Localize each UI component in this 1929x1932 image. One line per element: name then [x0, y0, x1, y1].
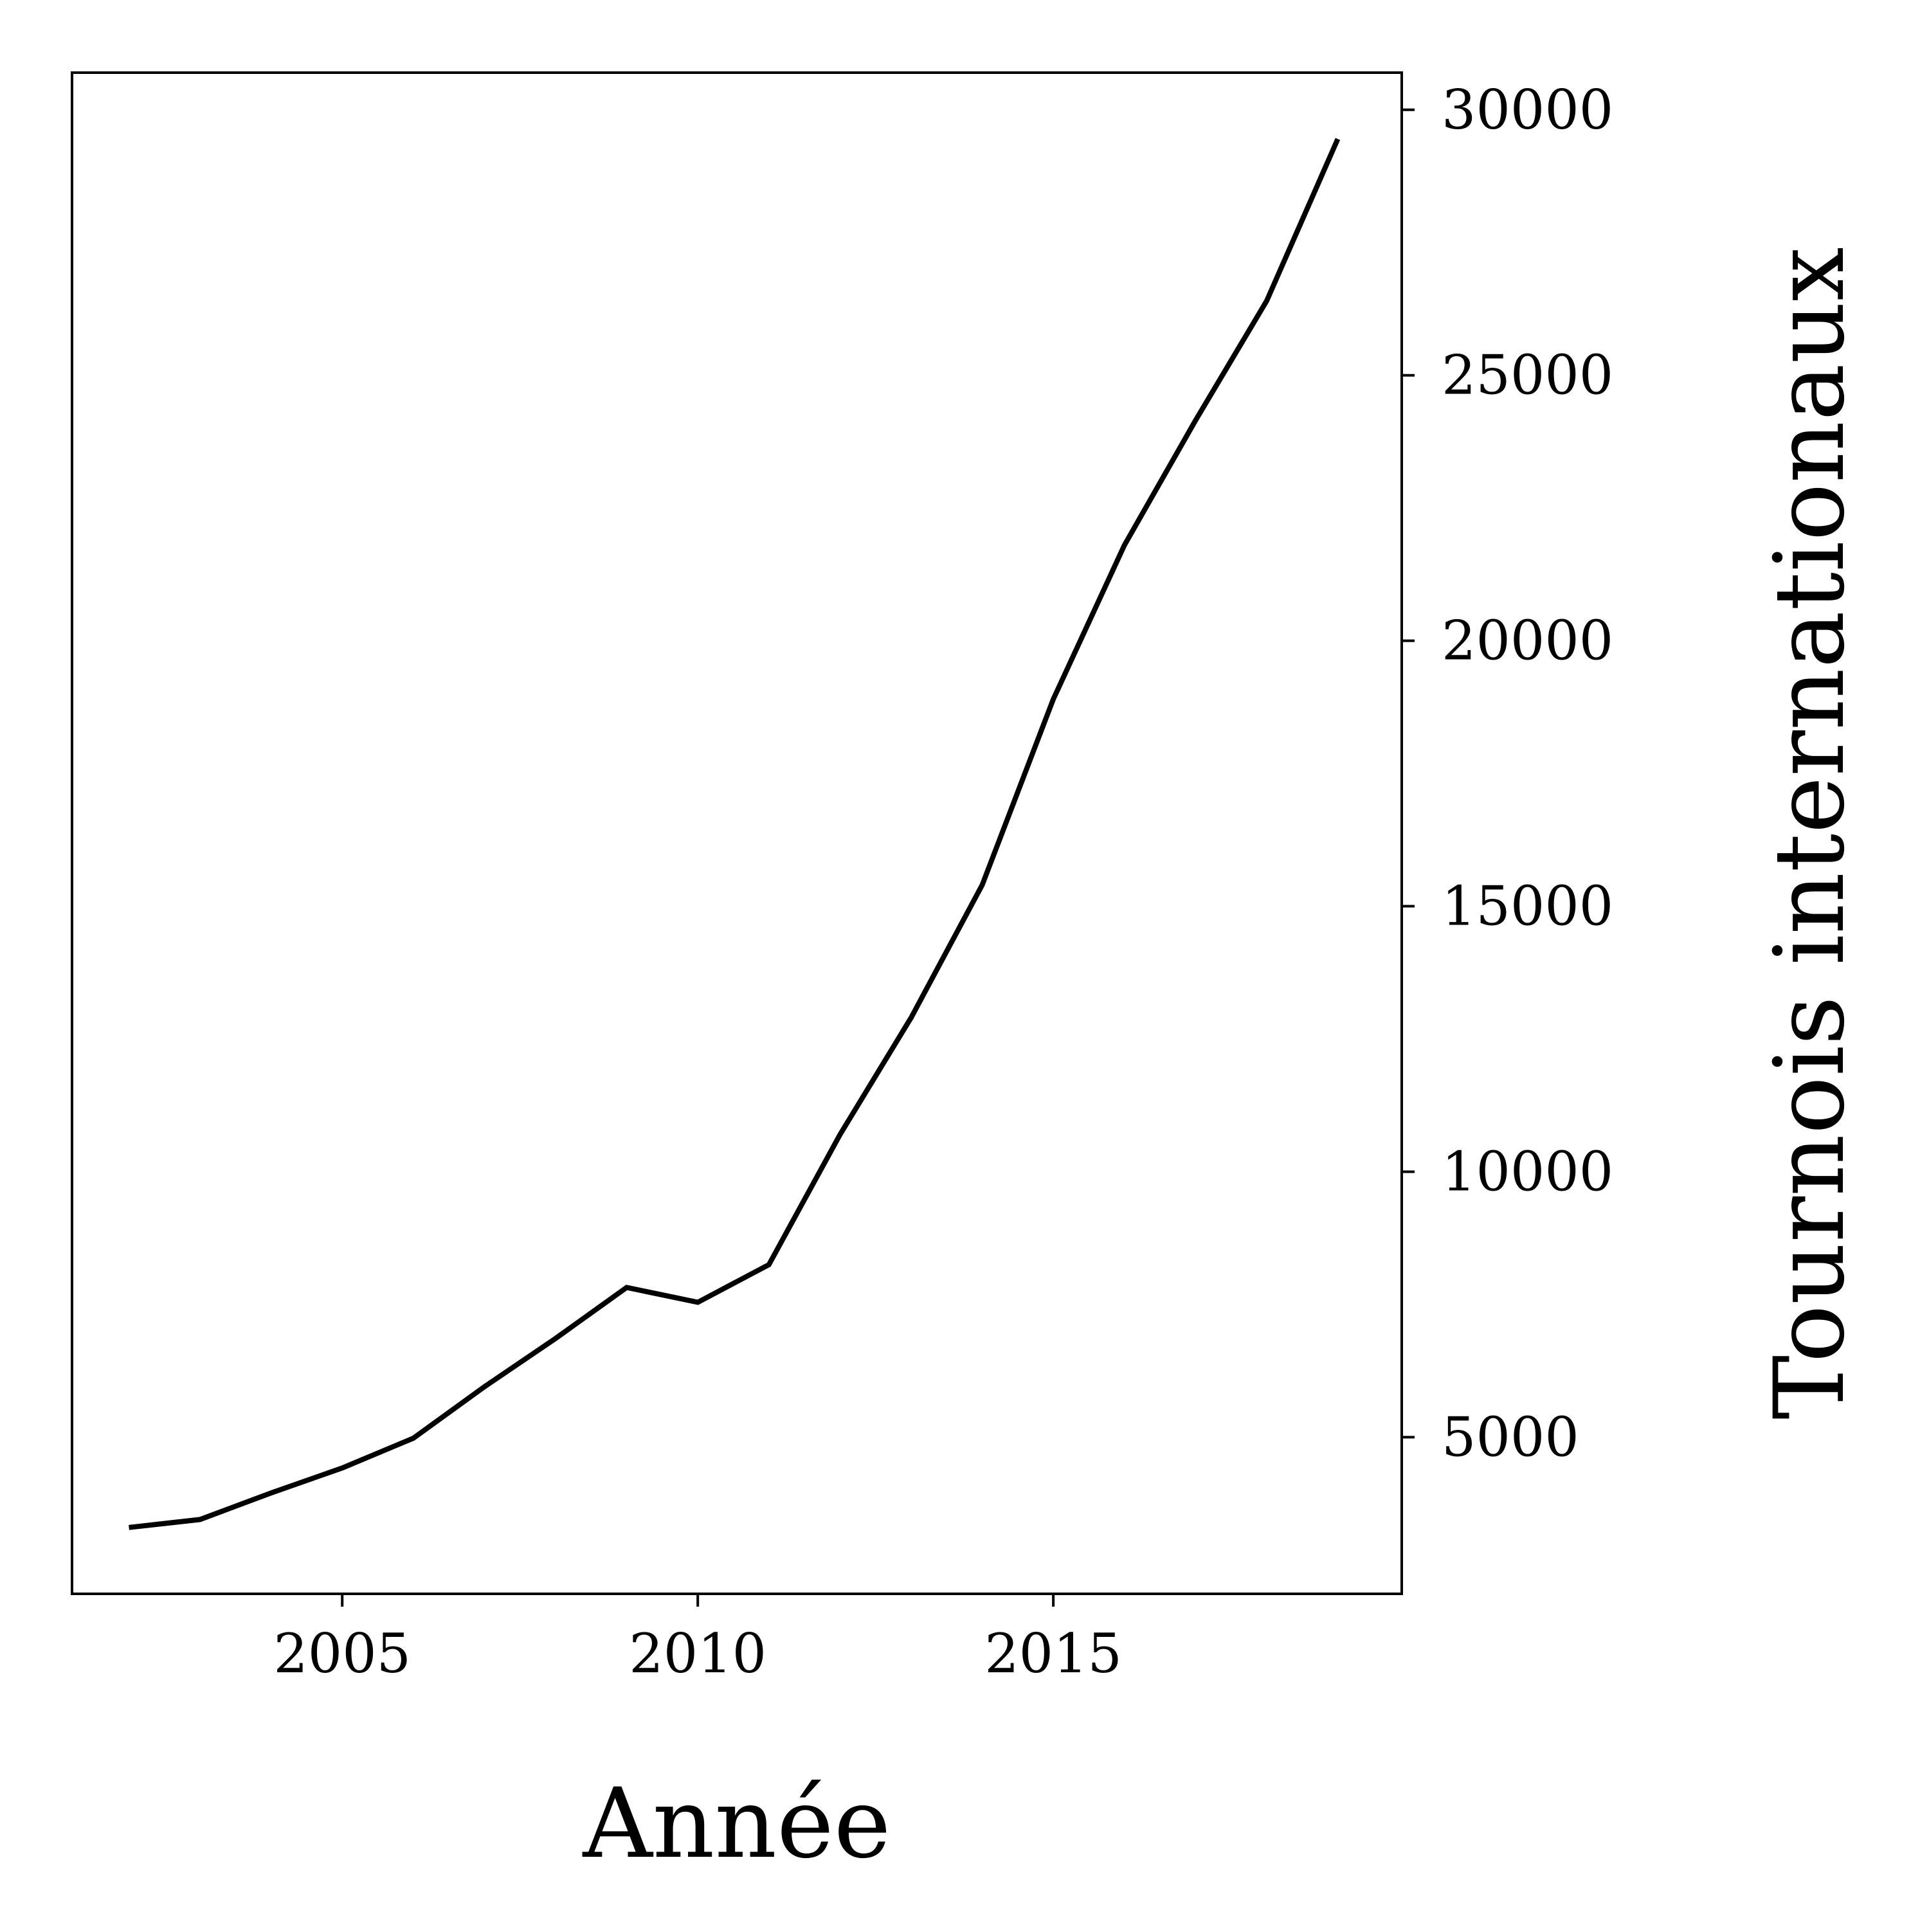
y-tick-label: 20000	[1442, 609, 1613, 673]
x-axis-label: Année	[582, 1768, 891, 1880]
x-tick-label: 2005	[273, 1622, 411, 1685]
x-tick-label: 2015	[984, 1622, 1122, 1685]
y-tick-label: 25000	[1442, 344, 1613, 407]
series-layer	[129, 138, 1341, 1530]
y-axis-label: Tournois internationaux	[1754, 247, 1866, 1420]
ticks: 2005 2010 2015 5000 10000 15000 20000 25000 3000…	[273, 78, 1613, 1685]
x-tick-label: 2010	[629, 1622, 766, 1685]
series-line	[129, 138, 1341, 1530]
y-tick-label: 10000	[1442, 1140, 1613, 1203]
y-tick-label: 15000	[1442, 875, 1613, 938]
y-tick-label: 30000	[1442, 78, 1613, 141]
y-tick-label: 5000	[1442, 1405, 1579, 1468]
plot-frame	[71, 71, 1403, 1595]
